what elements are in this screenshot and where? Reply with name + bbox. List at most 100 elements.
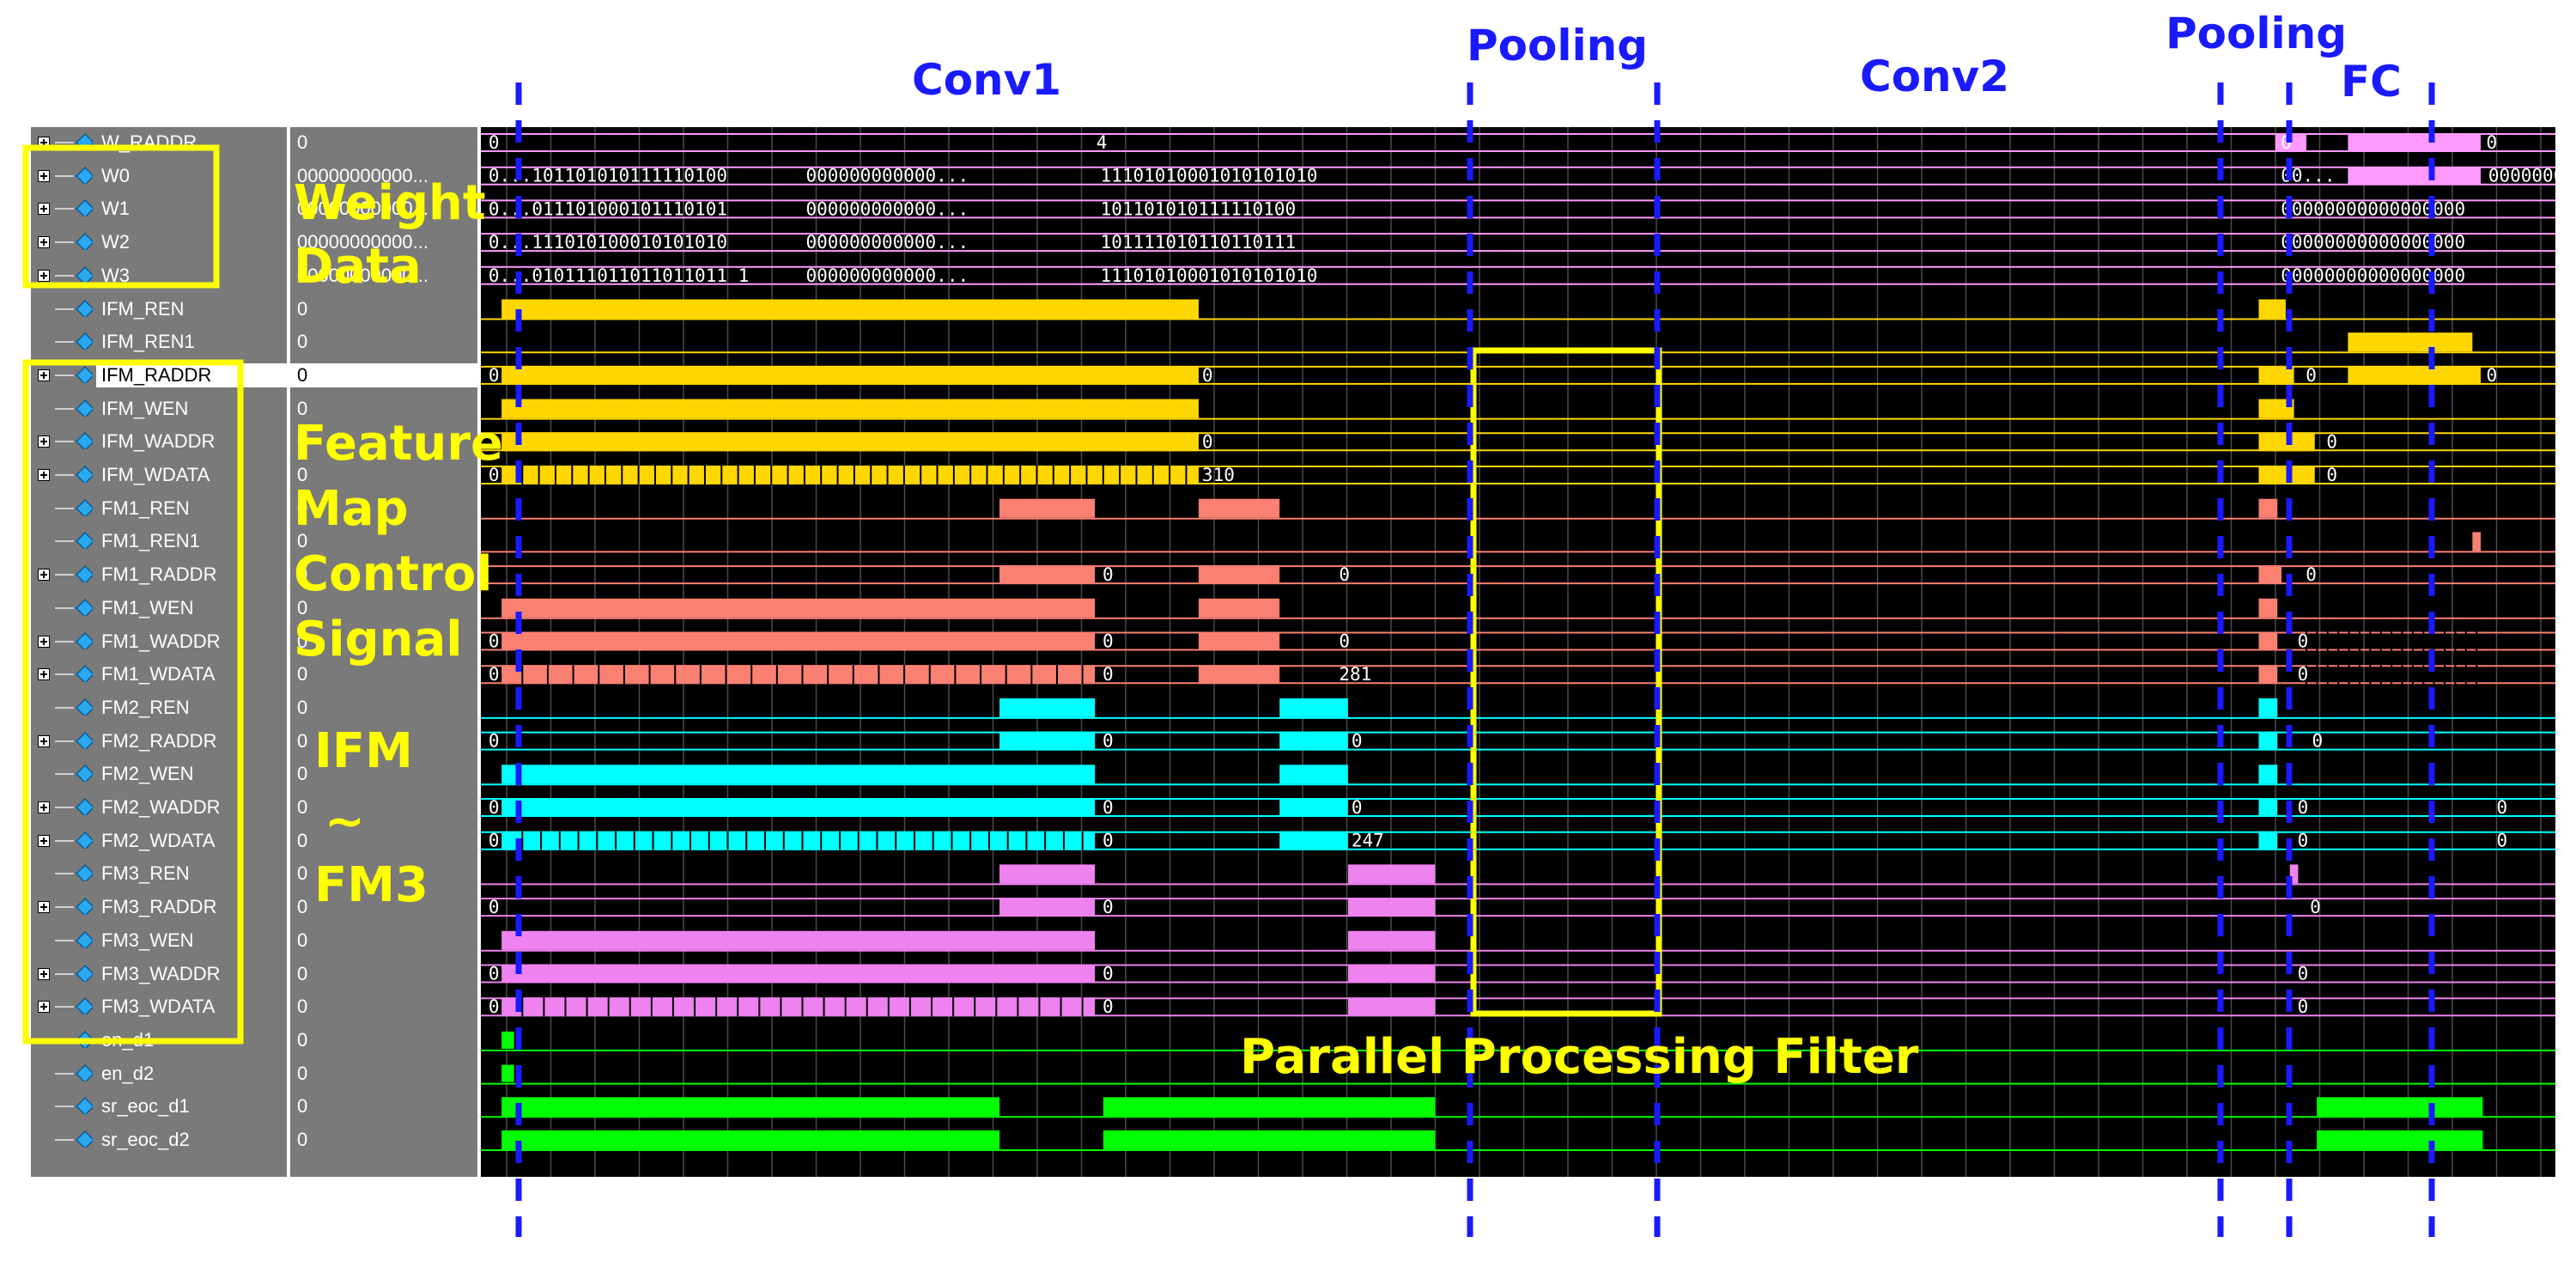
tree-connector [55, 939, 74, 941]
tree-connector [55, 441, 74, 443]
signal-value-panel [290, 127, 477, 1177]
bus-value-label: 101111010110110111 [1101, 232, 1297, 253]
expand-bus-icon[interactable] [38, 734, 50, 747]
signal-active-block [501, 1031, 514, 1049]
bus-value-label: 00000000000 [2488, 166, 2576, 186]
expand-bus-icon[interactable] [38, 203, 50, 216]
expand-bus-icon[interactable] [38, 668, 50, 681]
signal-name[interactable]: IFM_REN [101, 297, 185, 320]
signal-value: 00000000000... [297, 264, 428, 286]
bus-value-label: 0 [2298, 664, 2309, 685]
signal-name[interactable]: IFM_REN1 [101, 331, 195, 353]
signal-name[interactable]: FM1_RADDR [101, 563, 217, 586]
signal-name[interactable]: FM1_REN1 [101, 530, 200, 552]
signal-value: 0 [297, 663, 308, 685]
signal-value: 0 [297, 896, 308, 918]
expand-bus-icon[interactable] [38, 901, 50, 914]
signal-active-block [2258, 731, 2278, 751]
signal-active-block [501, 964, 1096, 984]
signal-value: 0 [297, 297, 308, 320]
signal-diamond-icon [76, 299, 93, 317]
signal-value: 00000000000... [297, 198, 428, 220]
bus-value-label: 000000000000... [805, 265, 969, 286]
expand-bus-icon[interactable] [38, 369, 50, 381]
signal-name[interactable]: FM3_WDATA [101, 996, 216, 1018]
bus-value-label: 0 [1202, 431, 1213, 452]
expand-bus-icon[interactable] [38, 436, 50, 448]
tree-connector [55, 873, 74, 875]
signal-name[interactable]: IFM_WDATA [101, 464, 210, 485]
signal-name[interactable]: IFM_WADDR [101, 430, 216, 453]
signal-diamond-icon [76, 1063, 93, 1081]
signal-name[interactable]: FM3_WEN [101, 929, 194, 951]
signal-name[interactable]: FM2_WDATA [101, 829, 216, 851]
signal-active-block [999, 898, 1096, 917]
expand-bus-icon[interactable] [38, 834, 50, 847]
tree-connector [55, 407, 74, 410]
phase-label-conv1: Conv1 [912, 55, 1062, 105]
signal-name[interactable]: FM1_WEN [101, 596, 194, 618]
signal-name[interactable]: W2 [101, 231, 130, 253]
expand-bus-icon[interactable] [38, 635, 50, 648]
bus-value-label: 0 [2486, 365, 2497, 386]
bus-value-label: 00000000000000000 [2281, 232, 2465, 253]
signal-name[interactable]: FM3_WADDR [101, 962, 221, 984]
bus-value-label: 00000000000000000 [2281, 265, 2465, 286]
signal-value: 00000000000... [297, 231, 428, 253]
signal-diamond-icon [76, 997, 93, 1015]
signal-name-panel [31, 127, 287, 1177]
expand-bus-icon[interactable] [38, 569, 50, 582]
signal-active-block [501, 798, 1096, 817]
tree-connector [55, 142, 74, 143]
signal-active-block [1198, 598, 1280, 618]
signal-active-block [2258, 665, 2278, 685]
bus-value-label: 0 [2298, 996, 2309, 1017]
expand-bus-icon[interactable] [38, 801, 50, 813]
signal-name[interactable]: sr_eoc_d1 [101, 1095, 190, 1118]
signal-name[interactable]: FM2_WEN [101, 763, 194, 785]
signal-active-block [1279, 698, 1348, 717]
bus-value-label: 0 [2306, 564, 2317, 585]
signal-name[interactable]: sr_eoc_d2 [101, 1129, 190, 1150]
signal-name[interactable]: FM1_WDATA [101, 663, 216, 685]
bus-value-label: 0 [2310, 897, 2321, 917]
tree-connector [55, 1139, 74, 1141]
bus-value-label: 0 [489, 465, 500, 485]
signal-name[interactable]: W0 [101, 164, 130, 186]
signal-value: 0 [297, 496, 308, 519]
expand-bus-icon[interactable] [38, 469, 50, 481]
bus-value-label: 000000000000... [805, 232, 969, 253]
signal-name[interactable]: FM2_REN [101, 696, 190, 718]
feature-map-box [22, 359, 244, 1045]
signal-active-block [999, 498, 1096, 518]
bus-value-label: 0 [489, 897, 500, 917]
expand-bus-icon[interactable] [38, 967, 50, 980]
bus-value-label: 0 [1103, 897, 1114, 917]
signal-diamond-icon [76, 731, 93, 749]
expand-bus-icon[interactable] [38, 269, 50, 282]
signal-name[interactable]: FM2_WADDR [101, 796, 221, 818]
expand-bus-icon[interactable] [38, 236, 50, 249]
signal-name[interactable]: W1 [101, 198, 130, 220]
signal-name[interactable]: FM1_WADDR [101, 630, 221, 652]
bus-value-label: 11101010001010101010 [1101, 166, 1318, 186]
bus-value-label: 0 [1352, 797, 1363, 818]
signal-value: 0 [297, 1129, 308, 1150]
expand-bus-icon[interactable] [38, 1001, 50, 1014]
signal-name[interactable]: FM1_REN [101, 496, 190, 519]
signal-diamond-icon [76, 1097, 93, 1115]
annotation-parallel: Parallel Processing Filter [1240, 1029, 1919, 1085]
signal-name[interactable]: en_d2 [101, 1062, 155, 1084]
signal-name[interactable]: FM3_REN [101, 862, 190, 885]
signal-active-block [501, 299, 1199, 319]
signal-name[interactable]: IFM_RADDR [101, 363, 212, 386]
signal-name[interactable]: FM3_RADDR [101, 896, 217, 918]
signal-diamond-icon [76, 199, 93, 217]
annotation-weight-line2: Data [294, 239, 422, 295]
signal-name[interactable]: FM2_RADDR [101, 729, 217, 752]
signal-active-block [2348, 167, 2482, 185]
signal-name[interactable]: IFM_WEN [101, 397, 189, 419]
expand-bus-icon[interactable] [38, 169, 50, 182]
signal-active-block [501, 997, 1096, 1017]
